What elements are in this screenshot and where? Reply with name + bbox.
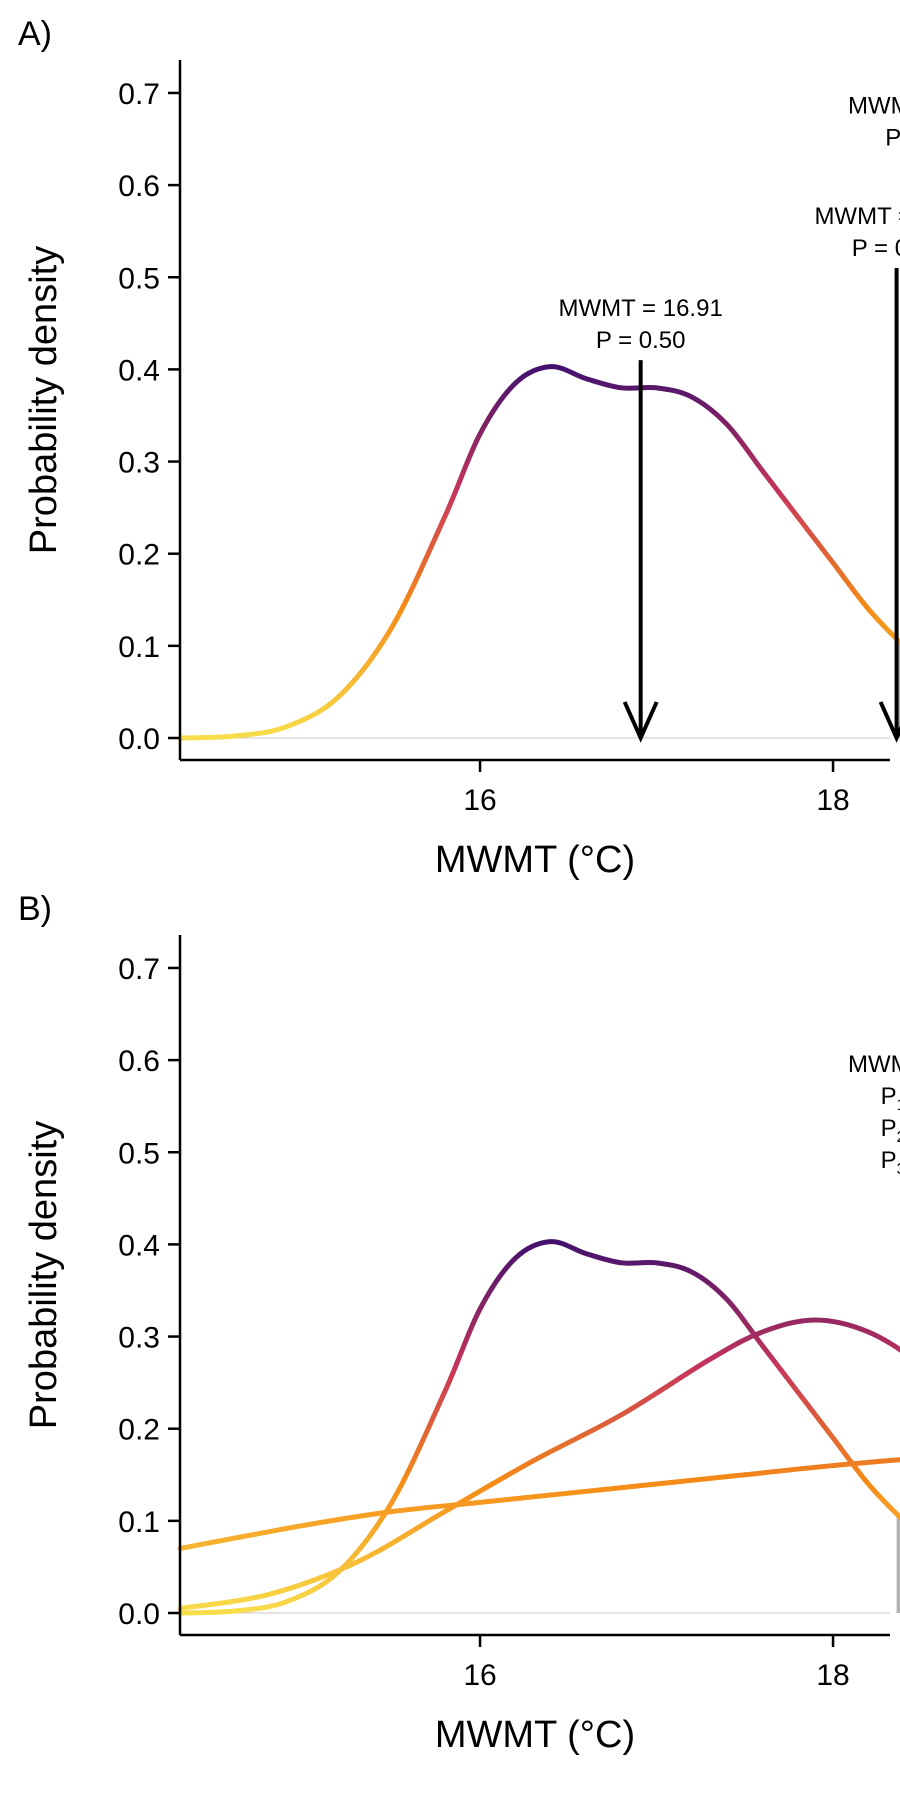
x-axis-title: MWMT (°C) [435, 839, 635, 881]
x-tick-label: 16 [463, 784, 496, 817]
y-tick-label: 0.3 [118, 1322, 160, 1355]
x-tick-label: 16 [463, 1659, 496, 1692]
panel-label: B) [18, 890, 52, 928]
y-tick-label: 0.0 [118, 723, 160, 756]
annotation-text: MWMT = 18.55 [848, 1051, 900, 1078]
density-curve [177, 1317, 900, 1611]
annotation-text: MWMT = 18.36 [814, 203, 900, 230]
annotation-text: P = 0.95 [852, 235, 900, 262]
y-axis-title: Probability density [23, 246, 65, 554]
y-tick-label: 0.6 [118, 1045, 160, 1078]
x-tick-label: 18 [816, 784, 849, 817]
panel-label: A) [18, 15, 52, 53]
annotation-text: P3 = 0.59 [881, 1147, 900, 1178]
y-axis-title: Probability density [23, 1121, 65, 1429]
y-tick-label: 0.5 [118, 1137, 160, 1170]
y-tick-label: 0.0 [118, 1598, 160, 1631]
y-tick-label: 0.7 [118, 953, 160, 986]
x-tick-label: 18 [816, 1659, 849, 1692]
y-tick-label: 0.7 [118, 78, 160, 111]
y-tick-label: 0.4 [118, 354, 160, 387]
y-tick-label: 0.4 [118, 1229, 160, 1262]
annotation-text: MWMT = 16.91 [559, 295, 723, 322]
y-tick-label: 0.2 [118, 539, 160, 572]
density-curve [177, 1239, 900, 1616]
panel-a: A)0.00.10.20.30.40.50.60.716182022MWMT (… [18, 15, 900, 881]
shaded-tail [896, 1513, 900, 1613]
x-axis-title: MWMT (°C) [435, 1714, 635, 1756]
y-tick-label: 0.2 [118, 1414, 160, 1447]
y-tick-label: 0.5 [118, 262, 160, 295]
y-tick-label: 0.1 [118, 1506, 160, 1539]
annotation-text: P = 0.99 [885, 124, 900, 151]
density-curve [177, 364, 900, 741]
y-tick-label: 0.6 [118, 170, 160, 203]
annotation-text: MWMT = 18.55 [848, 92, 900, 119]
arrow-head [878, 701, 900, 743]
annotation-text: P2 = 0.79 [881, 1115, 900, 1146]
arrow-head [622, 701, 659, 743]
y-tick-label: 0.3 [118, 447, 160, 480]
y-tick-label: 0.1 [118, 631, 160, 664]
annotation-text: P = 0.50 [596, 327, 686, 354]
panel-b: B)0.00.10.20.30.40.50.60.716182022MWMT (… [18, 890, 900, 1756]
annotation-text: P1 = 0.99 [881, 1083, 900, 1114]
density-curve [177, 1457, 900, 1551]
